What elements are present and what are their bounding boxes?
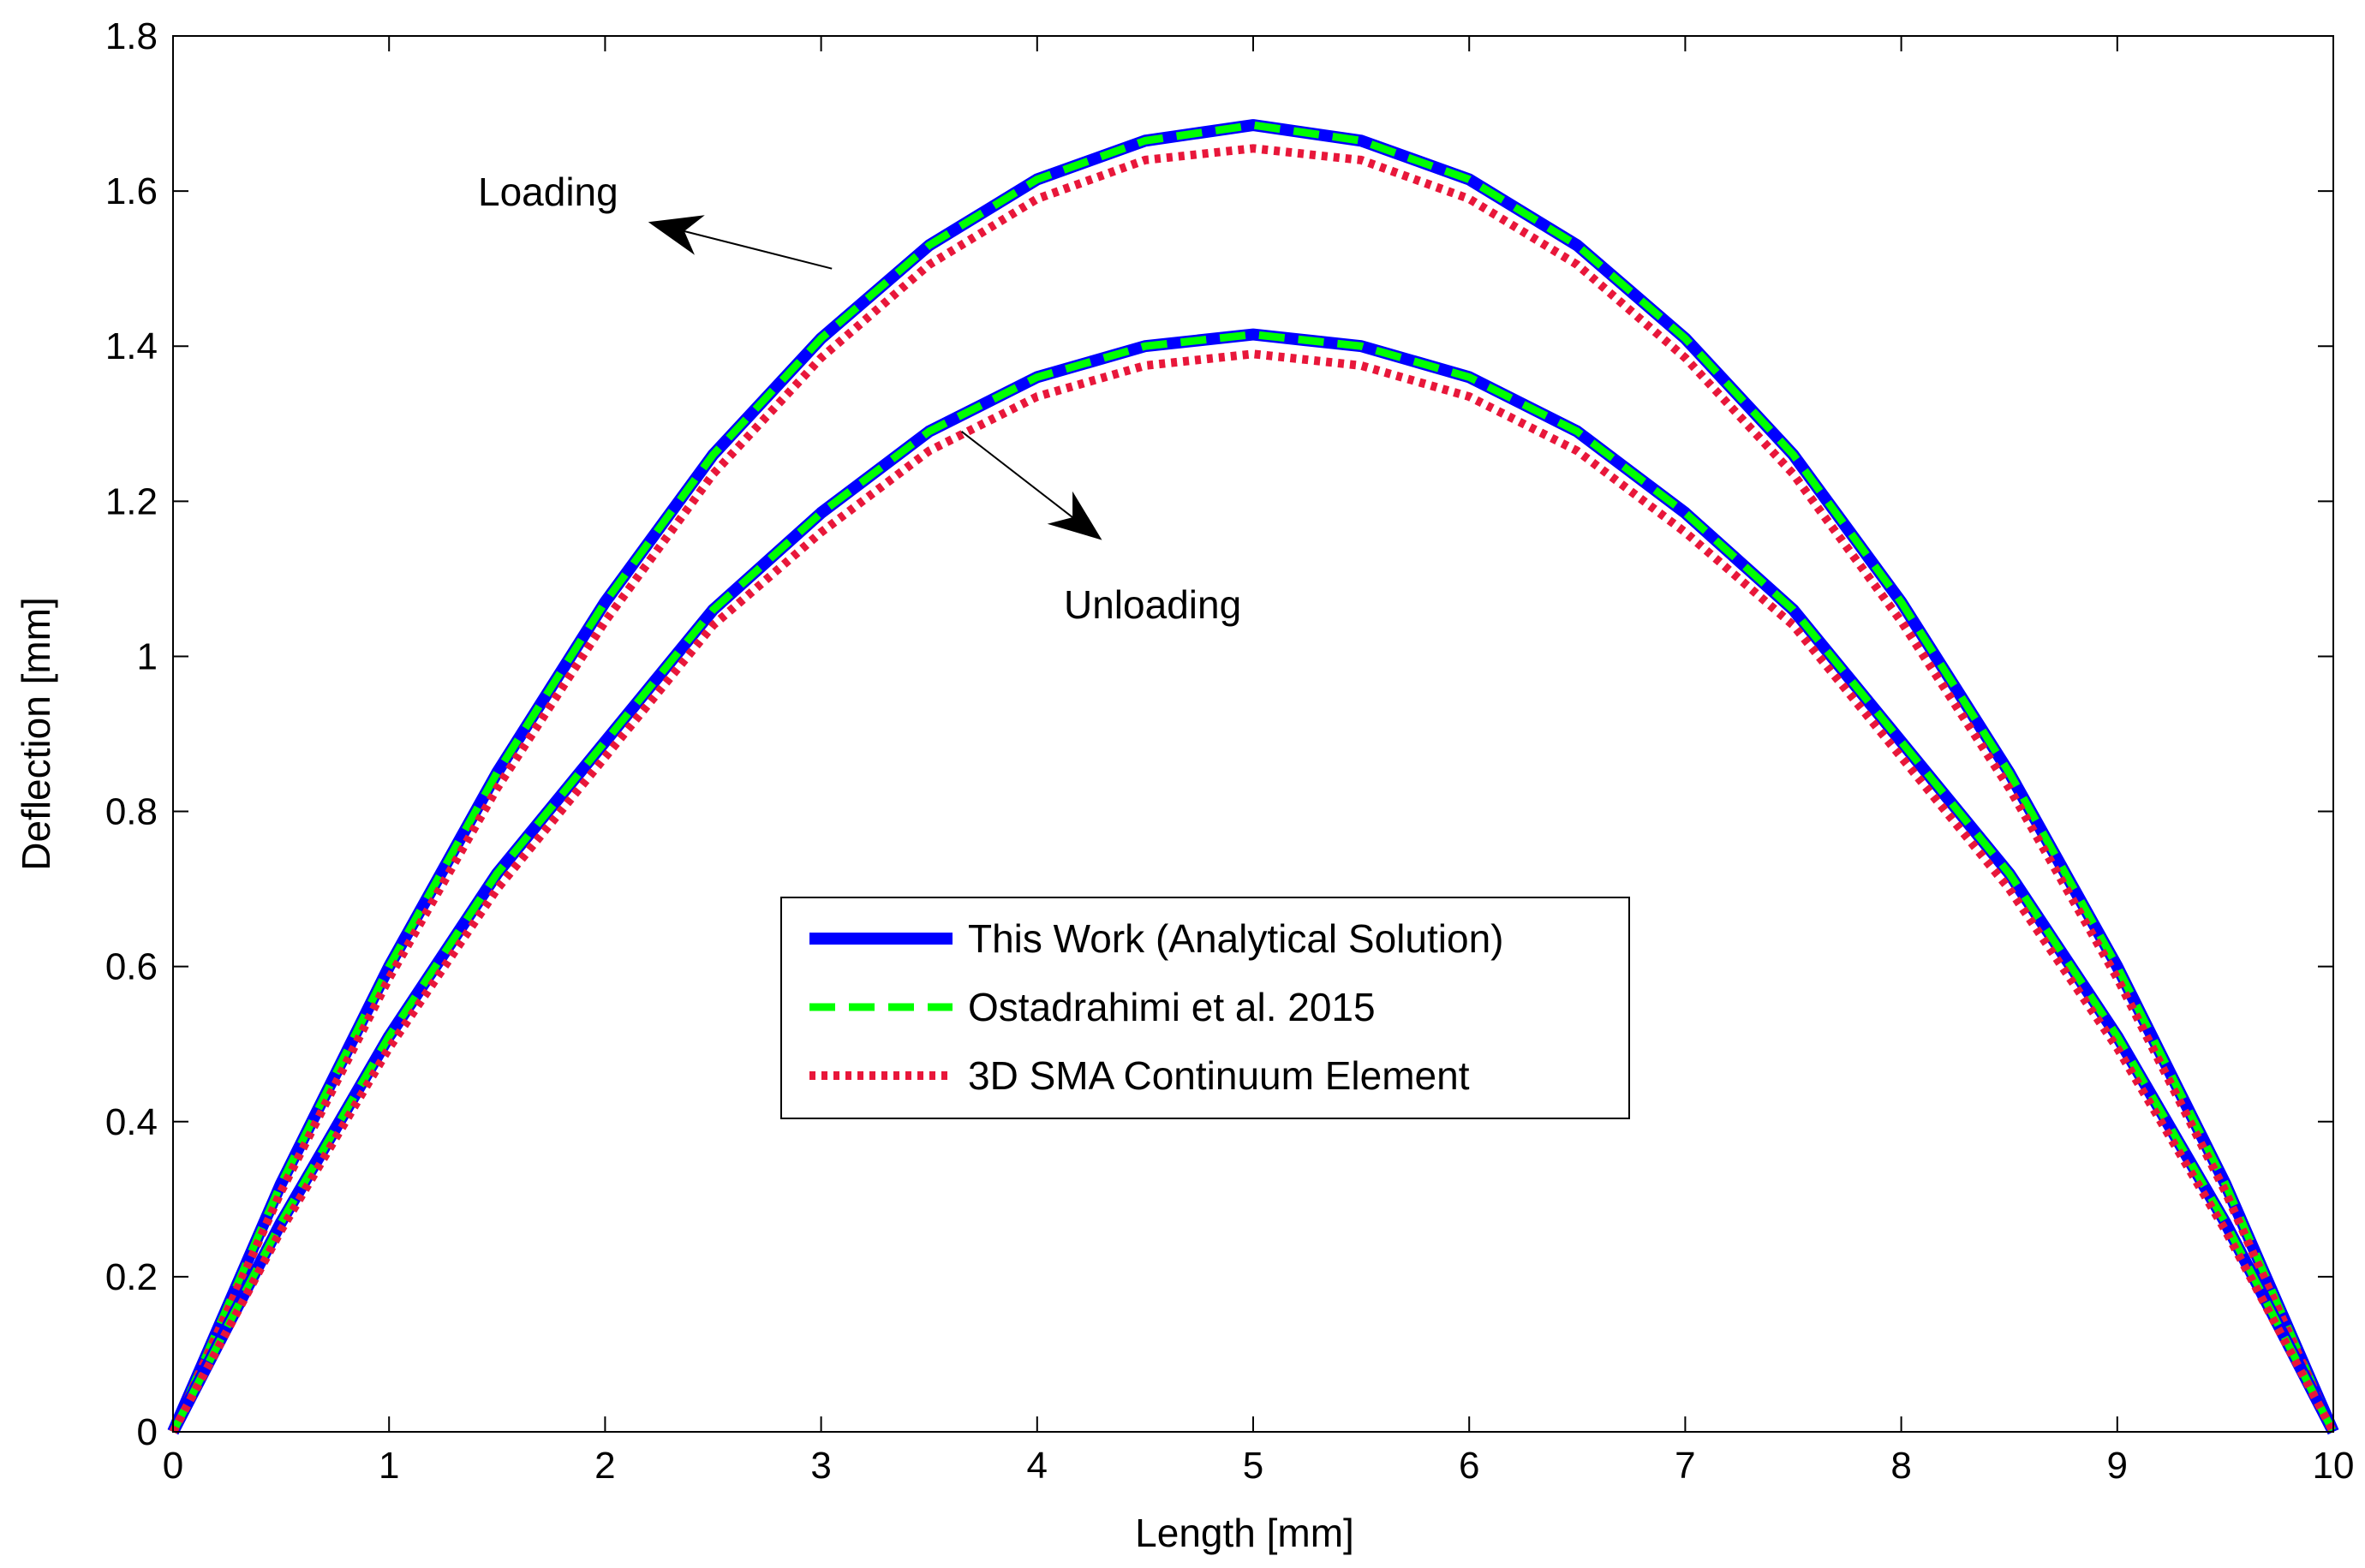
y-tick-label: 1.8 — [105, 15, 158, 57]
y-axis-title: Deflection [mm] — [14, 597, 58, 871]
arrow-loading-shaft — [684, 230, 833, 270]
x-tick-label: 5 — [1243, 1445, 1263, 1487]
y-tick-label: 1.2 — [105, 480, 158, 522]
x-tick-label: 7 — [1675, 1445, 1695, 1487]
y-tick-label: 1.4 — [105, 325, 158, 367]
x-tick-label: 9 — [2107, 1445, 2128, 1487]
x-tick-label: 6 — [1459, 1445, 1479, 1487]
series-unloading-this-work-analytical-solution — [167, 328, 2339, 1435]
y-tick-label: 0.4 — [105, 1101, 158, 1143]
arrow-loading-head — [648, 215, 705, 255]
legend-label-ostadrahimi: Ostadrahimi et al. 2015 — [968, 985, 1376, 1029]
series-loading-ostadrahimi-et-al-2015 — [169, 121, 2338, 1434]
x-tick-label: 2 — [594, 1445, 615, 1487]
y-tick-label: 0 — [137, 1411, 158, 1453]
y-tick-label: 1.6 — [105, 170, 158, 212]
legend: This Work (Analytical Solution) Ostadrah… — [780, 897, 1630, 1119]
arrow-unloading-shaft — [960, 431, 1073, 518]
series-loading-3d-sma-continuum-element — [169, 144, 2338, 1434]
ticks-layer: 0 1 2 3 4 5 6 7 8 9 10 0 0.2 0.4 0.6 0.8 1 1.2 1.4 1.6 1.8 — [105, 15, 2355, 1487]
arrow-unloading-head — [1047, 491, 1102, 540]
annotation-layer — [648, 215, 1102, 540]
x-tick-label: 1 — [379, 1445, 399, 1487]
x-tick-label: 10 — [2313, 1445, 2355, 1487]
series-unloading-3d-sma-continuum-element — [169, 349, 2338, 1434]
y-tick-label: 0.2 — [105, 1256, 158, 1298]
x-axis-title: Length [mm] — [1135, 1511, 1354, 1555]
legend-label-this-work: This Work (Analytical Solution) — [968, 916, 1503, 961]
x-tick-label: 3 — [810, 1445, 831, 1487]
y-tick-label: 1 — [137, 635, 158, 677]
annotation-unloading: Unloading — [1064, 582, 1241, 627]
x-tick-label: 8 — [1890, 1445, 1911, 1487]
y-tick-label: 0.6 — [105, 946, 158, 988]
x-tick-label: 4 — [1027, 1445, 1048, 1487]
annotation-loading: Loading — [478, 170, 618, 214]
y-tick-label: 0.8 — [105, 791, 158, 833]
x-tick-label: 0 — [163, 1445, 183, 1487]
legend-label-3d-sma: 3D SMA Continuum Element — [968, 1053, 1470, 1098]
series-layer — [167, 119, 2339, 1435]
